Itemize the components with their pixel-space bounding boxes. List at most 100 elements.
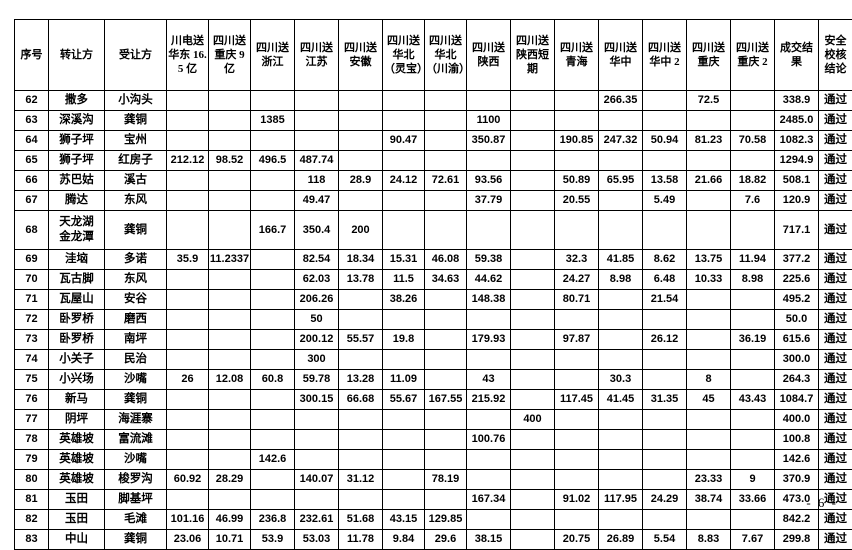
cell-sc_huabei_cy: 167.55 — [425, 390, 467, 410]
cell-sc_huabei_cy — [425, 490, 467, 510]
cell-seq: 71 — [15, 290, 49, 310]
cell-safety: 通过 — [819, 131, 852, 151]
cell-cd_huadong — [167, 350, 209, 370]
cell-sc_zhejiang — [251, 290, 295, 310]
cell-sc_qinghai — [555, 350, 599, 370]
cell-sc_chongqing2 — [731, 510, 775, 530]
cell-sc_chongqing2 — [731, 370, 775, 390]
cell-sc_jiangsu: 49.47 — [295, 191, 339, 211]
cell-safety: 通过 — [819, 470, 852, 490]
cell-transferor: 洼垴 — [49, 250, 105, 270]
cell-sc_chongqing9 — [209, 131, 251, 151]
cell-sc_qinghai — [555, 91, 599, 111]
cell-sc_huazhong — [599, 450, 643, 470]
cell-sc_jiangsu: 487.74 — [295, 151, 339, 171]
cell-cd_huadong: 101.16 — [167, 510, 209, 530]
cell-sc_huabei_lb: 9.84 — [383, 530, 425, 550]
cell-sc_huabei_lb — [383, 450, 425, 470]
cell-transferor: 狮子坪 — [49, 131, 105, 151]
cell-result: 370.9 — [775, 470, 819, 490]
cell-sc_shaanxi_st — [511, 111, 555, 131]
cell-sc_jiangsu: 53.03 — [295, 530, 339, 550]
cell-sc_chongqing2: 33.66 — [731, 490, 775, 510]
cell-sc_anhui — [339, 490, 383, 510]
cell-sc_anhui — [339, 450, 383, 470]
cell-transferee: 多诺 — [105, 250, 167, 270]
cell-sc_huabei_cy — [425, 151, 467, 171]
cell-transferor: 阴坪 — [49, 410, 105, 430]
cell-sc_qinghai: 117.45 — [555, 390, 599, 410]
cell-sc_qinghai — [555, 510, 599, 530]
cell-sc_huabei_cy — [425, 211, 467, 250]
cell-seq: 75 — [15, 370, 49, 390]
cell-transferor: 狮子坪 — [49, 151, 105, 171]
cell-sc_huabei_cy — [425, 111, 467, 131]
cell-sc_chongqing9 — [209, 330, 251, 350]
cell-sc_chongqing2 — [731, 91, 775, 111]
column-header-sc_huazhong: 四川送华中 — [599, 20, 643, 91]
cell-sc_shaanxi_st — [511, 430, 555, 450]
cell-sc_shaanxi_st — [511, 191, 555, 211]
cell-sc_chongqing: 8 — [687, 370, 731, 390]
cell-sc_anhui — [339, 151, 383, 171]
column-header-sc_chongqing9: 四川送重庆 9 亿 — [209, 20, 251, 91]
cell-sc_chongqing — [687, 290, 731, 310]
cell-sc_chongqing2 — [731, 151, 775, 171]
cell-transferee: 安谷 — [105, 290, 167, 310]
cell-transferor: 卧罗桥 — [49, 310, 105, 330]
cell-sc_zhejiang: 496.5 — [251, 151, 295, 171]
cell-sc_huazhong2 — [643, 310, 687, 330]
cell-sc_huazhong2: 24.29 — [643, 490, 687, 510]
cell-sc_huazhong2: 13.58 — [643, 171, 687, 191]
cell-sc_shaanxi_st: 400 — [511, 410, 555, 430]
cell-sc_shaanxi_st — [511, 310, 555, 330]
cell-transferee: 梭罗沟 — [105, 470, 167, 490]
cell-sc_chongqing — [687, 151, 731, 171]
cell-seq: 78 — [15, 430, 49, 450]
cell-sc_huazhong2: 5.54 — [643, 530, 687, 550]
cell-result: 142.6 — [775, 450, 819, 470]
cell-sc_qinghai: 24.27 — [555, 270, 599, 290]
column-header-sc_qinghai: 四川送青海 — [555, 20, 599, 91]
cell-sc_zhejiang: 53.9 — [251, 530, 295, 550]
cell-sc_shaanxi_st — [511, 350, 555, 370]
cell-sc_shaanxi: 148.38 — [467, 290, 511, 310]
cell-cd_huadong: 35.9 — [167, 250, 209, 270]
cell-sc_anhui — [339, 310, 383, 330]
cell-cd_huadong — [167, 270, 209, 290]
cell-sc_chongqing9 — [209, 310, 251, 330]
cell-sc_chongqing: 81.23 — [687, 131, 731, 151]
cell-sc_shaanxi: 44.62 — [467, 270, 511, 290]
cell-sc_jiangsu — [295, 111, 339, 131]
text-line: 天龙湖 — [49, 215, 104, 230]
text-line: 金龙潭 — [49, 230, 104, 245]
cell-sc_chongqing: 45 — [687, 390, 731, 410]
cell-sc_huazhong — [599, 151, 643, 171]
cell-cd_huadong — [167, 450, 209, 470]
cell-transferee: 沙嘴 — [105, 370, 167, 390]
cell-cd_huadong — [167, 191, 209, 211]
cell-transferor: 英雄坡 — [49, 430, 105, 450]
cell-sc_huazhong2 — [643, 211, 687, 250]
cell-sc_shaanxi_st — [511, 131, 555, 151]
cell-transferor: 中山 — [49, 530, 105, 550]
cell-sc_qinghai — [555, 410, 599, 430]
cell-transferee: 民治 — [105, 350, 167, 370]
cell-transferor: 英雄坡 — [49, 450, 105, 470]
cell-sc_zhejiang — [251, 430, 295, 450]
cell-sc_qinghai: 32.3 — [555, 250, 599, 270]
cell-sc_huazhong — [599, 330, 643, 350]
cell-sc_jiangsu: 118 — [295, 171, 339, 191]
cell-transferor: 腾达 — [49, 191, 105, 211]
cell-sc_huazhong — [599, 350, 643, 370]
cell-sc_chongqing — [687, 310, 731, 330]
cell-transferee: 沙嘴 — [105, 450, 167, 470]
cell-sc_huazhong2 — [643, 350, 687, 370]
cell-transferee: 毛滩 — [105, 510, 167, 530]
cell-sc_chongqing — [687, 111, 731, 131]
cell-sc_huabei_cy — [425, 91, 467, 111]
